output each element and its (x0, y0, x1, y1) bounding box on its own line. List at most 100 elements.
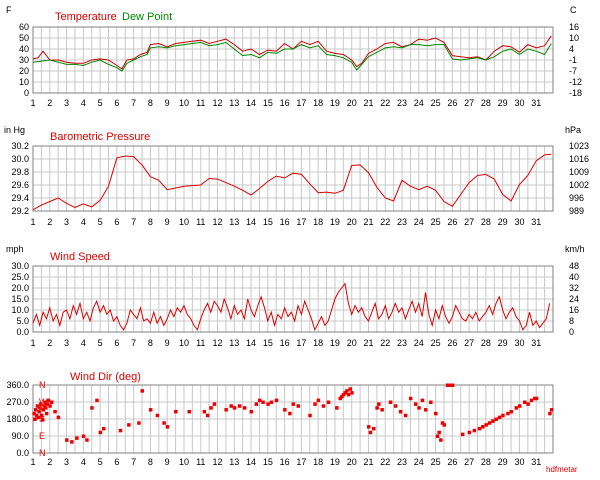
wind-x-tick-label: 17 (296, 338, 306, 348)
pressure-x-tick-label: 19 (330, 217, 340, 227)
pressure-x-tick-label: 25 (431, 217, 441, 227)
wind-dir-deg-point (46, 398, 51, 403)
wind-right-unit: km/h (565, 244, 585, 254)
pressure-x-tick-label: 2 (47, 217, 52, 227)
dir-x-tick-label: 1 (30, 457, 35, 467)
pressure-x-tick-label: 10 (179, 217, 189, 227)
temp-right-tick-label: -1 (569, 55, 577, 65)
temp-x-tick-label: 29 (498, 98, 508, 108)
wind-dir-deg-point (41, 408, 46, 412)
temp-x-tick-label: 21 (363, 98, 373, 108)
temp-title-dewpoint: Dew Point (122, 11, 172, 23)
temp-x-tick-label: 27 (464, 98, 474, 108)
pressure-x-tick-label: 5 (98, 217, 103, 227)
wind-x-tick-label: 13 (229, 338, 239, 348)
temp-x-tick-label: 5 (98, 98, 103, 108)
wind-dir-deg-point (481, 425, 485, 429)
temp-x-tick-label: 20 (347, 98, 357, 108)
pressure-x-tick-label: 11 (196, 217, 205, 227)
dir-x-tick-label: 6 (114, 457, 119, 467)
wind-dir-deg-point (32, 411, 36, 416)
wind-dir-deg-point (429, 400, 433, 404)
pressure-x-tick-label: 29 (498, 217, 508, 227)
wind-dir-deg-point (45, 402, 50, 406)
wind-x-tick-label: 9 (165, 338, 170, 348)
temperature-line (32, 35, 552, 70)
wind-dir-deg-point (205, 413, 210, 418)
wind-x-tick-label: 28 (481, 338, 491, 348)
pressure-x-tick-label: 12 (213, 217, 223, 227)
temp-frame (32, 26, 554, 94)
dir-left-tick-label: 360.0 (6, 380, 29, 390)
wind-dir-deg-point (548, 411, 552, 416)
pressure-left-tick-label: 30.2 (11, 141, 29, 151)
wind-dir-deg-point (460, 432, 465, 437)
dir-x-tick-label: 3 (64, 457, 69, 467)
dir-x-tick-label: 19 (330, 457, 340, 467)
wind-x-tick-label: 2 (47, 338, 52, 348)
pressure-x-tick-label: 14 (246, 217, 256, 227)
wind-dir-deg-point (424, 408, 428, 412)
wind-dir-deg-point (212, 402, 217, 406)
dir-x-tick-label: 5 (98, 457, 103, 467)
temp-x-tick-label: 6 (114, 98, 119, 108)
wind-dir-deg-point (380, 408, 384, 412)
wind-dir-deg-point (437, 430, 441, 435)
barometric-pressure-chart: in Hg hPa Barometric Pressure 30.230.029… (4, 125, 589, 227)
wind-left-tick-label: 20.0 (11, 283, 29, 293)
dir-x-tick-label: 23 (397, 457, 407, 467)
wind-right-tick-label: 40 (569, 272, 579, 282)
dir-x-tick-label: 7 (131, 457, 136, 467)
wind-left-tick-label: 0.0 (16, 327, 29, 337)
pressure-x-tick-label: 26 (447, 217, 457, 227)
wind-dir-deg-point (85, 438, 89, 442)
wind-x-tick-label: 30 (514, 338, 524, 348)
pressure-x-tick-label: 22 (380, 217, 390, 227)
wind-right-tick-label: 16 (569, 305, 579, 315)
wind-speed-chart: mph km/h Wind Speed 30.025.020.015.010.0… (6, 244, 585, 348)
wind-dir-deg-point (34, 408, 38, 412)
wind-dir-deg-point (343, 391, 347, 395)
wind-dir-deg-point (274, 398, 279, 403)
temp-title-temperature: Temperature (55, 11, 117, 23)
wind-dir-deg-point (434, 411, 438, 416)
dir-x-tick-label: 25 (431, 457, 441, 467)
wind-x-tick-label: 29 (498, 338, 508, 348)
wind-x-tick-label: 14 (246, 338, 256, 348)
pressure-x-tick-label: 13 (229, 217, 239, 227)
wind-dir-deg-point (90, 406, 94, 410)
temp-left-tick-label: 0 (24, 88, 29, 98)
wind-dir-deg-point (398, 409, 403, 414)
wind-dir-deg-point (40, 417, 45, 421)
dir-x-tick-label: 30 (514, 457, 524, 467)
wind-dir-deg-point (283, 408, 287, 412)
dir-x-tick-label: 15 (263, 457, 273, 467)
barometric-pressure-line (32, 153, 552, 211)
wind-dir-deg-point (140, 389, 145, 393)
temp-x-tick-label: 25 (431, 98, 441, 108)
wind-dir-deg-point (288, 411, 292, 416)
pressure-x-tick-label: 27 (464, 217, 474, 227)
temp-x-tick-label: 13 (229, 98, 239, 108)
pressure-x-tick-label: 15 (263, 217, 273, 227)
wind-dir-deg-point (534, 396, 539, 401)
temp-right-unit: C (570, 5, 577, 15)
pressure-right-tick-label: 1002 (569, 180, 589, 190)
dew-point-line (32, 41, 552, 72)
temp-x-tick-label: 19 (330, 98, 340, 108)
pressure-x-tick-label: 8 (148, 217, 153, 227)
dir-x-tick-label: 31 (531, 457, 541, 467)
pressure-title: Barometric Pressure (50, 131, 150, 143)
dir-x-tick-label: 27 (464, 457, 474, 467)
wind-dir-deg-point (36, 415, 41, 420)
wind-dir-deg-point (48, 404, 52, 408)
wind-dir-deg-point (484, 423, 488, 427)
pressure-x-tick-label: 31 (531, 217, 541, 227)
wind-x-tick-label: 18 (313, 338, 323, 348)
temp-x-tick-label: 28 (481, 98, 491, 108)
dir-x-tick-label: 18 (313, 457, 323, 467)
dir-x-tick-label: 11 (196, 457, 205, 467)
pressure-left-tick-label: 29.4 (11, 193, 29, 203)
wind-dir-deg-point (338, 396, 342, 401)
pressure-x-tick-label: 24 (414, 217, 424, 227)
